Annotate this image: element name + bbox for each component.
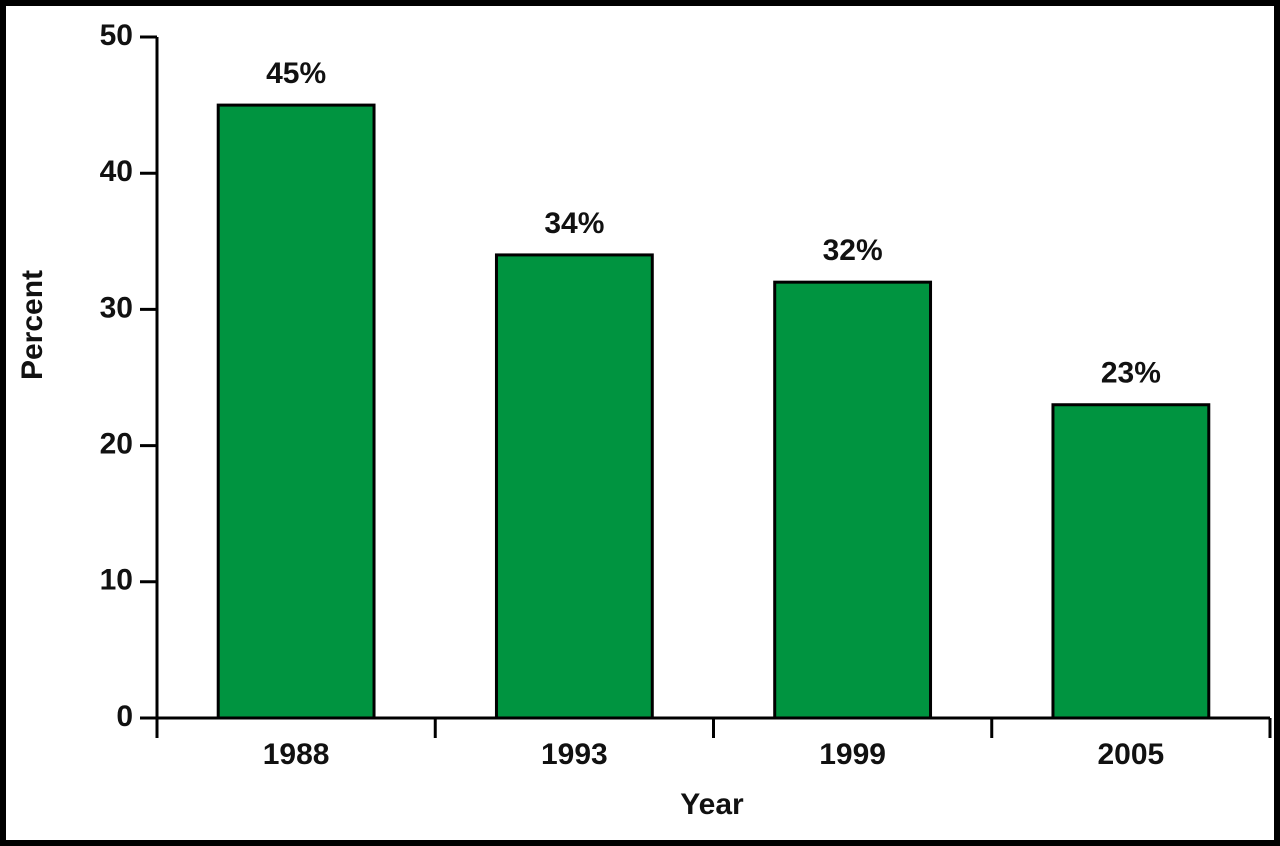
value-label: 45% <box>266 57 326 90</box>
x-tick-label: 1999 <box>819 738 886 771</box>
bar <box>773 280 933 720</box>
value-label: 32% <box>823 234 883 267</box>
x-tick-label: 1988 <box>263 738 330 771</box>
y-axis-label: Percent <box>16 270 49 380</box>
y-tick-label: 20 <box>100 428 133 461</box>
x-axis-label: Year <box>680 788 744 821</box>
bar <box>1051 403 1211 720</box>
bar <box>494 253 654 720</box>
y-tick-label: 30 <box>100 291 133 324</box>
x-tick-label: 1993 <box>541 738 608 771</box>
y-tick-label: 10 <box>100 564 133 597</box>
bar <box>216 103 376 720</box>
value-label: 34% <box>544 207 604 240</box>
y-tick-label: 50 <box>100 19 133 52</box>
x-tick-label: 2005 <box>1098 738 1165 771</box>
value-label: 23% <box>1101 357 1161 390</box>
y-tick-label: 0 <box>116 700 133 733</box>
y-tick-label: 40 <box>100 155 133 188</box>
